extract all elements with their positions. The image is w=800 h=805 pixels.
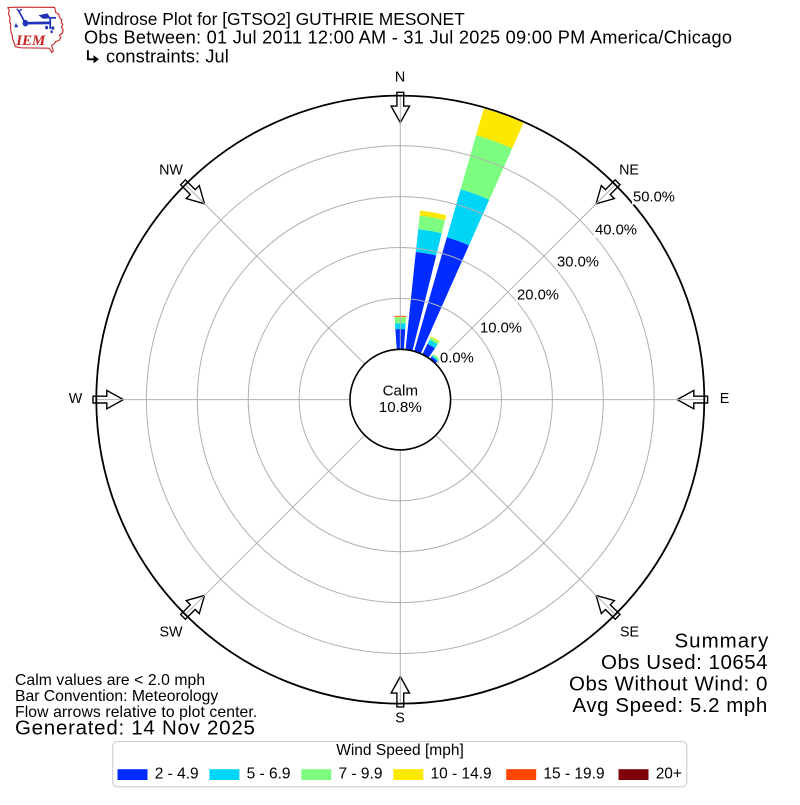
svg-text:Obs Without Wind: 0: Obs Without Wind: 0	[569, 673, 768, 696]
svg-text:Calm: Calm	[383, 383, 418, 400]
svg-text:S: S	[395, 711, 405, 727]
svg-text:Generated: 14 Nov 2025: Generated: 14 Nov 2025	[15, 717, 256, 740]
svg-text:constraints: Jul: constraints: Jul	[106, 46, 229, 66]
svg-text:Windrose Plot for [GTSO2] GUTH: Windrose Plot for [GTSO2] GUTHRIE MESONE…	[84, 9, 465, 29]
svg-text:NW: NW	[159, 163, 183, 179]
svg-text:Avg Speed: 5.2 mph: Avg Speed: 5.2 mph	[573, 694, 768, 717]
svg-text:40.0%: 40.0%	[595, 223, 637, 239]
svg-text:Obs Between: 01 Jul 2011 12:00: Obs Between: 01 Jul 2011 12:00 AM - 31 J…	[84, 28, 732, 48]
svg-text:IEM: IEM	[15, 33, 46, 49]
svg-text:5 - 6.9: 5 - 6.9	[247, 766, 291, 783]
svg-text:10 - 14.9: 10 - 14.9	[431, 766, 492, 783]
svg-text:E: E	[720, 391, 730, 407]
svg-text:2 - 4.9: 2 - 4.9	[155, 766, 199, 783]
svg-text:W: W	[69, 391, 83, 407]
svg-text:7 - 9.9: 7 - 9.9	[339, 766, 383, 783]
svg-text:Wind Speed [mph]: Wind Speed [mph]	[336, 742, 464, 759]
svg-text:Calm values are < 2.0 mph: Calm values are < 2.0 mph	[15, 672, 205, 689]
svg-text:Summary: Summary	[675, 630, 770, 653]
svg-text:0.0%: 0.0%	[440, 351, 474, 367]
svg-text:50.0%: 50.0%	[633, 190, 675, 206]
svg-text:Bar Convention: Meteorology: Bar Convention: Meteorology	[15, 688, 218, 705]
svg-text:20+: 20+	[656, 766, 682, 783]
svg-text:Obs Used: 10654: Obs Used: 10654	[601, 651, 768, 674]
svg-text:SE: SE	[620, 625, 639, 641]
svg-text:10.8%: 10.8%	[379, 399, 422, 416]
svg-text:N: N	[395, 70, 405, 86]
svg-text:NE: NE	[619, 163, 639, 179]
svg-text:10.0%: 10.0%	[480, 321, 522, 337]
svg-text:SW: SW	[159, 625, 183, 641]
svg-text:20.0%: 20.0%	[517, 288, 559, 304]
svg-text:15 - 19.9: 15 - 19.9	[543, 766, 604, 783]
svg-text:30.0%: 30.0%	[557, 255, 599, 271]
